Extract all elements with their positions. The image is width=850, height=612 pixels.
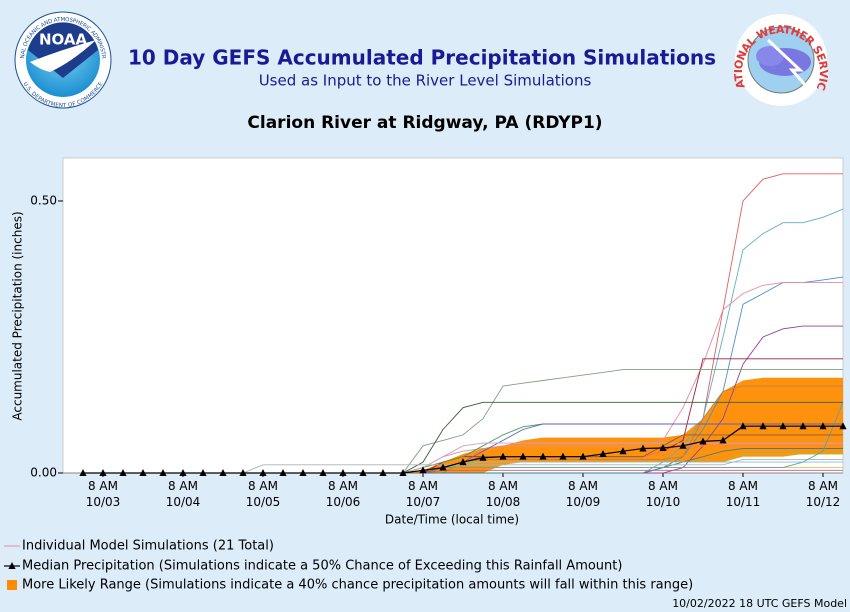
median-marker xyxy=(339,469,347,476)
median-marker xyxy=(559,452,567,460)
median-marker xyxy=(779,422,787,430)
likely-range-band xyxy=(83,377,843,473)
median-marker xyxy=(199,469,207,476)
x-tick-label: 8 AM 10/03 xyxy=(85,479,121,509)
median-marker xyxy=(379,469,387,476)
median-marker xyxy=(219,469,227,476)
y-axis-label: Accumulated Precipitation (inches) xyxy=(11,211,25,420)
median-marker xyxy=(179,469,187,476)
x-axis-label: Date/Time (local time) xyxy=(385,513,519,527)
median-marker xyxy=(119,469,127,476)
median-marker xyxy=(359,469,367,476)
median-marker xyxy=(459,458,467,466)
median-marker xyxy=(419,466,427,474)
median-marker xyxy=(299,469,307,476)
median-marker xyxy=(719,436,727,444)
median-marker xyxy=(679,441,687,449)
median-marker xyxy=(799,422,807,430)
x-tick-label: 8 AM 10/05 xyxy=(245,479,281,509)
median-marker xyxy=(519,452,527,460)
median-marker xyxy=(259,469,267,476)
median-marker xyxy=(239,469,247,476)
median-marker xyxy=(159,469,167,476)
x-tick-label: 8 AM 10/06 xyxy=(325,479,361,509)
median-marker xyxy=(579,452,587,460)
chart-title: Clarion River at Ridgway, PA (RDYP1) xyxy=(247,113,602,133)
legend-swatch xyxy=(7,580,17,590)
median-marker xyxy=(759,422,767,430)
noaa-text: NOAA xyxy=(39,31,88,49)
median-marker xyxy=(599,449,607,457)
median-marker xyxy=(639,444,647,452)
median-marker xyxy=(479,453,487,461)
x-tick-label: 8 AM 10/08 xyxy=(485,479,521,509)
x-tick-label: 8 AM 10/04 xyxy=(165,479,201,509)
noaa-logo: NOAA NATIONAL OCEANIC AND ATMOSPHERIC AD… xyxy=(0,0,112,109)
median-marker xyxy=(659,443,667,451)
x-tick-label: 8 AM 10/12 xyxy=(805,479,841,509)
median-marker xyxy=(699,437,707,445)
median-marker xyxy=(819,422,827,430)
legend-label: Individual Model Simulations (21 Total) xyxy=(22,539,274,554)
median-marker xyxy=(539,452,547,460)
median-marker xyxy=(319,469,327,476)
legend-label: More Likely Range (Simulations indicate … xyxy=(22,578,693,593)
legend-swatch xyxy=(8,562,16,569)
median-marker xyxy=(739,422,747,430)
y-tick-label: 0.50 xyxy=(30,193,57,207)
x-tick-label: 8 AM 10/10 xyxy=(645,479,681,509)
page-subtitle: Used as Input to the River Level Simulat… xyxy=(259,72,592,90)
median-marker xyxy=(79,469,87,476)
median-marker xyxy=(499,452,507,460)
median-marker xyxy=(439,463,447,471)
median-marker xyxy=(99,469,107,476)
median-marker xyxy=(139,469,147,476)
page-title: 10 Day GEFS Accumulated Precipitation Si… xyxy=(128,46,716,70)
x-tick-label: 8 AM 10/11 xyxy=(725,479,761,509)
x-tick-label: 8 AM 10/09 xyxy=(565,479,601,509)
median-marker xyxy=(279,469,287,476)
y-tick-label: 0.00 xyxy=(30,466,57,480)
median-marker xyxy=(839,422,847,430)
legend-label: Median Precipitation (Simulations indica… xyxy=(22,559,622,574)
x-tick-label: 8 AM 10/07 xyxy=(405,479,441,509)
median-marker xyxy=(619,447,627,455)
footer: 10/02/2022 18 UTC GEFS Model xyxy=(672,597,847,610)
median-marker xyxy=(399,469,407,476)
